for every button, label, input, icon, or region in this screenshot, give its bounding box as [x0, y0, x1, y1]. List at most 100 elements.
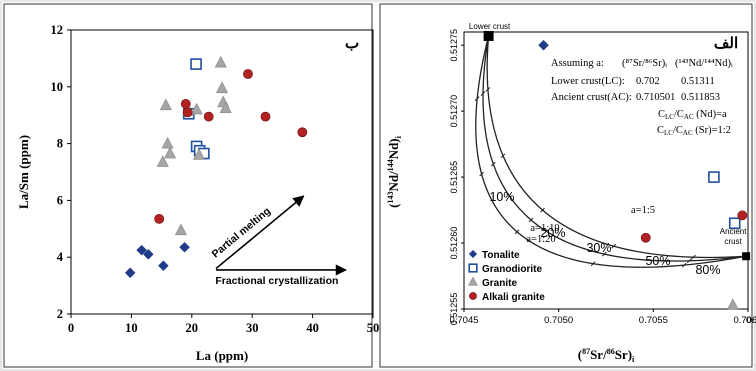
- data-point: [215, 81, 229, 94]
- assumption-lower-crust-sr: 0.702: [636, 76, 660, 87]
- panel-b-x-ticks: 0 10 20 30 40 50: [68, 314, 379, 335]
- mixing-curve-tick: [528, 217, 534, 223]
- data-point: [159, 98, 172, 111]
- panel-b-frame: [3, 3, 373, 368]
- y-tick-label: 4: [57, 250, 64, 264]
- panel-b-x-axis-label: La (ppm): [196, 348, 248, 363]
- legend-marker: [469, 292, 477, 300]
- y-tick-label: 0.51255: [449, 293, 459, 326]
- mixing-percent-label: 80%: [695, 263, 720, 277]
- y-tick-label: 6: [57, 193, 63, 207]
- data-point: [180, 98, 191, 109]
- y-tick-label: 0.51275: [449, 29, 459, 62]
- data-point: [179, 241, 190, 253]
- panel-a-label: الف: [714, 36, 738, 52]
- mixing-curve-tick: [686, 258, 692, 264]
- y-tick-label: 8: [57, 137, 63, 151]
- partial-melting-arrow: [215, 195, 305, 270]
- panel-a-curve-labels: a=1:20a=1:10 a=1:5 10% 20% 30% 50% 80%: [489, 190, 720, 277]
- data-point: [156, 155, 169, 167]
- y-tick-label: 2: [57, 307, 63, 321]
- mixing-curve-tick: [490, 161, 496, 167]
- legend-label: Tonalite: [482, 250, 520, 261]
- mixing-curve-tick: [500, 153, 506, 159]
- y-tick-label: 0.51260: [449, 227, 459, 260]
- x-tick-label: 0: [68, 321, 74, 335]
- mixing-curve-tick: [611, 243, 617, 249]
- legend-marker: [468, 249, 478, 259]
- panel-a-points: [538, 39, 748, 310]
- panel-b-y-axis-label: La/Sm (ppm): [16, 135, 31, 209]
- assumption-col-sr: (⁸⁷Sr/⁸⁶Sr)ᵢ: [622, 58, 667, 69]
- panel-b-y-ticks: 2 4 6 8 10 12: [51, 23, 71, 321]
- x-tick-label: 50: [367, 321, 380, 335]
- x-tick-label: 0.706: [746, 315, 756, 326]
- data-point: [190, 58, 202, 70]
- data-point: [182, 107, 193, 118]
- mixing-curve-tick: [540, 207, 545, 213]
- data-point: [158, 260, 169, 272]
- data-point: [124, 267, 136, 279]
- y-tick-label: 10: [51, 80, 64, 94]
- assumption-heading: Assuming a:: [551, 58, 604, 69]
- legend-label: Granite: [482, 278, 517, 289]
- data-point: [640, 232, 651, 243]
- assumption-ratio-nd: CLC/CAC (Nd)=a: [658, 109, 727, 121]
- mixing-curve-label: a=1:10: [530, 223, 559, 234]
- assumption-ratio-sr: CLC/CAC (Sr)=1:2: [657, 125, 731, 137]
- data-point: [737, 210, 748, 221]
- data-point: [538, 39, 549, 51]
- panel-a-chart: 0.51255 0.51260 0.51265 0.51270 0.51275 0.70…: [379, 3, 756, 368]
- mixing-percent-label: 20%: [540, 226, 565, 240]
- mixing-curve-tick: [691, 254, 696, 260]
- fractional-crystallization-label: Fractional crystallization: [215, 275, 338, 287]
- data-point: [214, 55, 227, 68]
- assumption-ancient-crust-nd: 0.511853: [681, 92, 720, 103]
- data-point: [192, 148, 206, 160]
- assumption-lower-crust: Lower crust(LC):: [551, 76, 625, 87]
- assumption-ancient-crust-sr: 0.710501: [636, 92, 675, 103]
- x-tick-label: 40: [306, 321, 319, 335]
- x-tick-label: 30: [246, 321, 259, 335]
- panel-a-x-ticks: 0.7045 0.7050 0.7055 0.70600.706: [449, 309, 756, 326]
- panel-a-x-axis-label: (87Sr/86Sr)i: [578, 347, 635, 364]
- x-tick-label: 20: [186, 321, 199, 335]
- x-tick-label: 10: [125, 321, 138, 335]
- panel-b-plot-rect: [70, 29, 374, 315]
- mixing-curve-tick: [474, 96, 480, 101]
- data-point: [219, 101, 232, 113]
- ancient-crust-marker: [742, 252, 751, 261]
- panel-a-legend: Tonalite Granodiorite Granite Alkali granit…: [468, 249, 545, 303]
- data-point: [161, 136, 174, 149]
- data-point: [728, 217, 741, 230]
- assumption-col-nd: (¹⁴³Nd/¹⁴⁴Nd)ᵢ: [675, 58, 733, 69]
- data-point: [243, 69, 253, 79]
- ancient-crust-label: crust: [724, 237, 742, 246]
- x-tick-label: 0.7055: [639, 315, 668, 326]
- panel-b-points: [124, 55, 308, 279]
- data-point: [174, 223, 188, 236]
- assumption-ancient-crust: Ancient crust(AC):: [551, 92, 632, 103]
- panel-a-y-ticks: 0.51255 0.51260 0.51265 0.51270 0.51275: [449, 29, 464, 325]
- mixing-percent-label: 30%: [586, 241, 611, 255]
- legend-label: Granodiorite: [482, 264, 542, 275]
- data-point: [190, 102, 203, 115]
- data-point: [163, 146, 177, 159]
- mixing-percent-label: 10%: [489, 190, 514, 204]
- data-point: [260, 111, 271, 122]
- ancient-crust-label: Ancient: [720, 227, 747, 236]
- data-point: [154, 213, 165, 224]
- mixing-curve-tick: [514, 229, 520, 235]
- panel-b-label: ب: [345, 36, 359, 52]
- legend-label: Alkali granite: [482, 292, 545, 303]
- mixing-curve-label: a=1:20: [526, 234, 555, 245]
- lower-crust-marker: [483, 30, 494, 41]
- assumption-lower-crust-nd: 0.51311: [681, 76, 715, 87]
- mixing-curve-tick: [590, 261, 596, 267]
- data-point: [726, 298, 739, 310]
- panel-a-mixing-curves: [474, 35, 747, 268]
- data-point: [136, 244, 148, 256]
